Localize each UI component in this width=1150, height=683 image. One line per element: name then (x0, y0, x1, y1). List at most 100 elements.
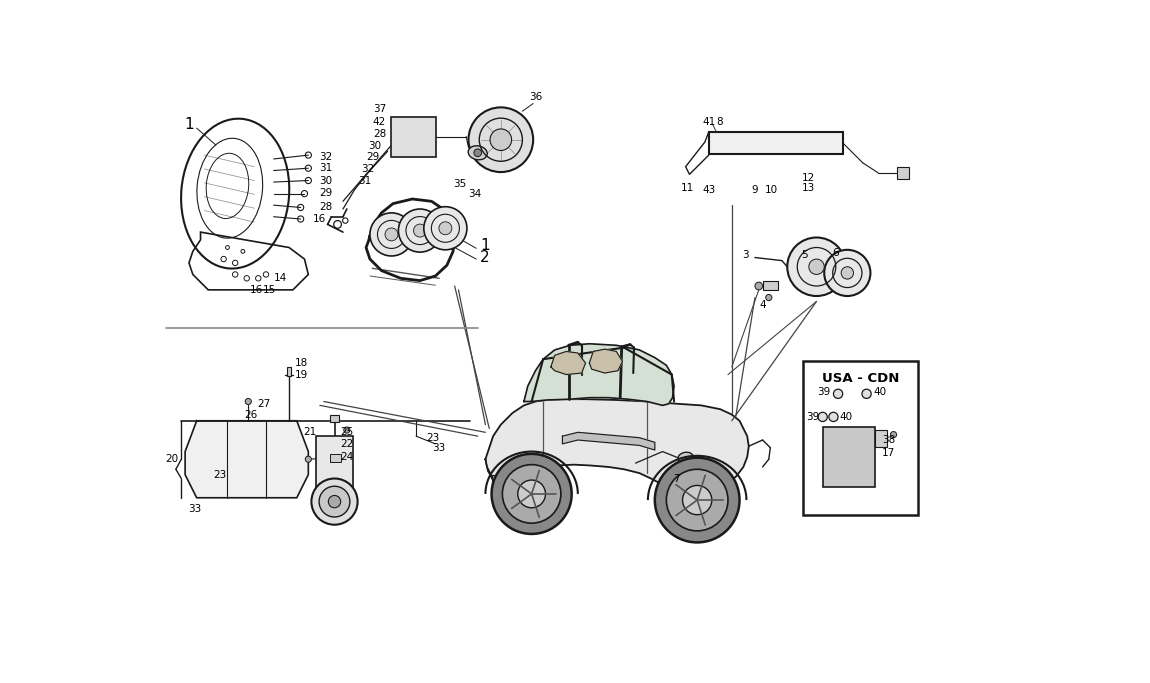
Text: 40: 40 (873, 387, 887, 398)
Text: 24: 24 (340, 452, 354, 462)
Text: 2: 2 (480, 250, 490, 265)
Circle shape (766, 294, 772, 301)
Text: 27: 27 (258, 399, 270, 409)
Text: 18: 18 (296, 358, 308, 368)
Circle shape (312, 479, 358, 525)
Circle shape (245, 398, 252, 404)
Text: 32: 32 (361, 164, 375, 174)
Text: 31: 31 (358, 176, 371, 186)
Circle shape (890, 432, 897, 438)
Text: 10: 10 (765, 185, 779, 195)
Text: 43: 43 (703, 185, 715, 195)
Text: 7: 7 (673, 473, 680, 484)
Text: 38: 38 (882, 435, 895, 445)
Circle shape (439, 222, 452, 235)
Text: 3: 3 (743, 250, 749, 260)
Text: 36: 36 (530, 92, 543, 102)
Polygon shape (562, 432, 654, 450)
Text: 16: 16 (313, 214, 327, 224)
FancyBboxPatch shape (804, 361, 918, 515)
Circle shape (503, 464, 561, 523)
Text: 33: 33 (187, 504, 201, 514)
Circle shape (490, 129, 512, 150)
Bar (822, 427, 875, 487)
Circle shape (825, 250, 871, 296)
Text: 39: 39 (806, 412, 819, 422)
Bar (330, 454, 340, 462)
Bar (391, 117, 436, 156)
Circle shape (398, 209, 442, 252)
Circle shape (666, 469, 728, 531)
Circle shape (344, 427, 350, 433)
Text: 21: 21 (302, 428, 316, 437)
Text: 31: 31 (319, 163, 332, 173)
Circle shape (319, 486, 350, 517)
Text: 1: 1 (184, 117, 194, 132)
Text: 33: 33 (432, 443, 446, 453)
Text: 5: 5 (802, 250, 808, 260)
Text: 28: 28 (319, 202, 332, 212)
Text: 25: 25 (340, 428, 354, 437)
Polygon shape (590, 349, 622, 373)
Text: 22: 22 (340, 439, 354, 449)
Text: 39: 39 (818, 387, 830, 398)
Text: 29: 29 (366, 152, 380, 162)
Polygon shape (551, 352, 585, 374)
Circle shape (808, 259, 825, 275)
Circle shape (414, 224, 427, 237)
Text: 19: 19 (296, 370, 308, 380)
Text: 17: 17 (882, 448, 895, 458)
Text: USA - CDN: USA - CDN (822, 372, 899, 385)
Text: 23: 23 (213, 470, 227, 479)
Text: 4: 4 (759, 301, 766, 310)
Text: 14: 14 (274, 273, 288, 283)
Circle shape (329, 495, 340, 507)
Polygon shape (366, 199, 454, 281)
Bar (316, 436, 353, 488)
Polygon shape (185, 421, 308, 498)
Text: 1: 1 (480, 238, 490, 253)
Text: 30: 30 (368, 141, 382, 151)
Text: 8: 8 (716, 117, 723, 127)
Text: 23: 23 (427, 433, 439, 443)
Circle shape (788, 238, 845, 296)
Text: 35: 35 (453, 180, 466, 189)
Bar (286, 367, 291, 376)
Ellipse shape (678, 452, 693, 463)
Circle shape (305, 456, 312, 462)
Text: 42: 42 (373, 117, 386, 127)
Polygon shape (524, 344, 674, 405)
Ellipse shape (692, 456, 704, 466)
Bar (491, 475, 513, 492)
Circle shape (518, 480, 545, 507)
Bar (330, 415, 339, 421)
Text: 26: 26 (244, 410, 258, 419)
Circle shape (841, 267, 853, 279)
Polygon shape (485, 399, 749, 492)
Text: 11: 11 (681, 183, 695, 193)
Circle shape (468, 107, 534, 172)
Circle shape (424, 207, 467, 250)
Text: 30: 30 (319, 176, 332, 186)
Text: 15: 15 (263, 285, 276, 295)
Text: 28: 28 (373, 129, 386, 139)
Bar (897, 167, 908, 179)
Bar (762, 281, 779, 290)
Circle shape (754, 282, 762, 290)
Bar (708, 132, 843, 154)
Text: 41: 41 (703, 117, 715, 127)
Text: 29: 29 (319, 188, 332, 198)
Circle shape (862, 389, 872, 398)
Text: 16: 16 (250, 285, 263, 295)
Text: 32: 32 (319, 152, 332, 162)
Text: 12: 12 (803, 173, 815, 183)
Circle shape (385, 228, 398, 241)
Text: 34: 34 (468, 189, 482, 199)
Text: 13: 13 (803, 183, 815, 193)
Circle shape (829, 413, 838, 421)
Text: 9: 9 (752, 185, 758, 195)
Text: 37: 37 (373, 104, 386, 114)
Text: 6: 6 (833, 248, 840, 258)
Text: 40: 40 (840, 412, 853, 422)
Circle shape (370, 213, 413, 256)
